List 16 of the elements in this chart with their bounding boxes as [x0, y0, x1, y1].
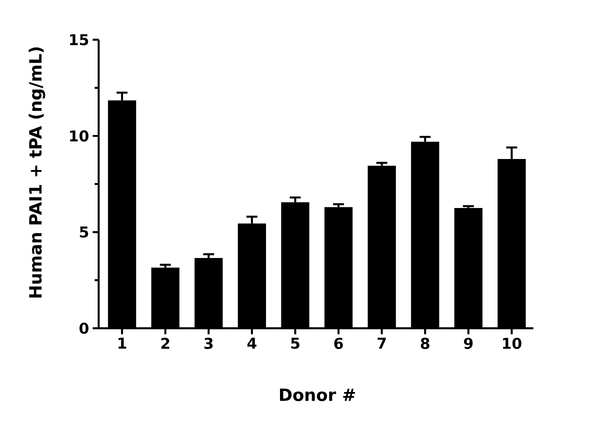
- y-tick-label: 5: [80, 226, 88, 238]
- x-tick-label: 10: [503, 338, 522, 350]
- x-tick-label: 2: [161, 338, 170, 349]
- y-axis-title: Human PAI1 + tPA (ng/mL): [28, 48, 46, 298]
- y-tick-label: 15: [70, 34, 88, 46]
- x-tick-label: 4: [247, 338, 256, 349]
- x-tick-label: 8: [420, 338, 430, 350]
- x-tick-label: 7: [378, 338, 386, 349]
- x-tick-label: 5: [291, 338, 300, 349]
- x-tick-label: 3: [204, 338, 213, 350]
- x-tick-label: 9: [464, 338, 473, 350]
- y-tick-label: 0: [80, 322, 88, 334]
- x-tick-label: 1: [118, 338, 126, 349]
- x-axis-title: Donor #: [280, 388, 356, 402]
- x-tick-label: 6: [334, 338, 343, 350]
- y-tick-label: 10: [70, 130, 88, 142]
